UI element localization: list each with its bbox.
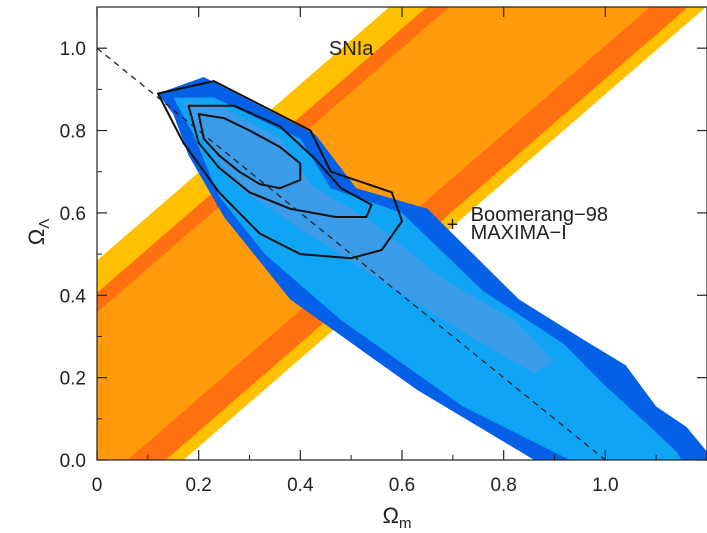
- y-tick-label: 0.0: [60, 451, 86, 472]
- x-tick-label: 0.6: [389, 475, 415, 496]
- x-tick-label: 1.0: [592, 475, 618, 496]
- cmb-contour-2: [187, 104, 373, 218]
- y-tick-label: 0.6: [60, 204, 86, 225]
- cmb-plus-sign: +: [447, 214, 459, 236]
- x-tick-label: 0.8: [490, 475, 516, 496]
- y-axis-label-main: Ω: [24, 229, 49, 245]
- cmb-label-group: + Boomerang−98 MAXIMA−I: [447, 204, 608, 244]
- cmb-contour-3: [157, 80, 403, 260]
- cmb-contour-1: [197, 113, 302, 190]
- cmb-label-line1: Boomerang−98: [471, 204, 608, 226]
- x-tick-label: 0.2: [185, 475, 211, 496]
- y-axis-label-sub: Λ: [36, 219, 53, 229]
- y-tick-label: 0.2: [60, 369, 86, 390]
- x-axis-label-sub: m: [399, 515, 412, 532]
- x-axis-label: Ωm: [383, 503, 412, 532]
- y-tick-label: 1.0: [60, 39, 86, 60]
- x-tick-label: 0: [92, 475, 103, 496]
- axis-ticks: 0 0.2 0.4 0.6 0.8 1.0 0.0 0.2 0.4 0.6 0.8 1.0: [60, 6, 707, 496]
- cmb-label-line2: MAXIMA−I: [471, 222, 567, 244]
- y-tick-label: 0.4: [60, 286, 87, 307]
- y-axis-label: ΩΛ: [24, 219, 53, 245]
- cmb-confidence-regions: [157, 77, 707, 460]
- snia-label: SNIa: [329, 38, 374, 60]
- y-tick-label: 0.8: [60, 122, 86, 143]
- x-tick-label: 0.4: [287, 475, 314, 496]
- x-axis-label-main: Ω: [383, 503, 399, 528]
- cmb-region-inner: [183, 101, 555, 374]
